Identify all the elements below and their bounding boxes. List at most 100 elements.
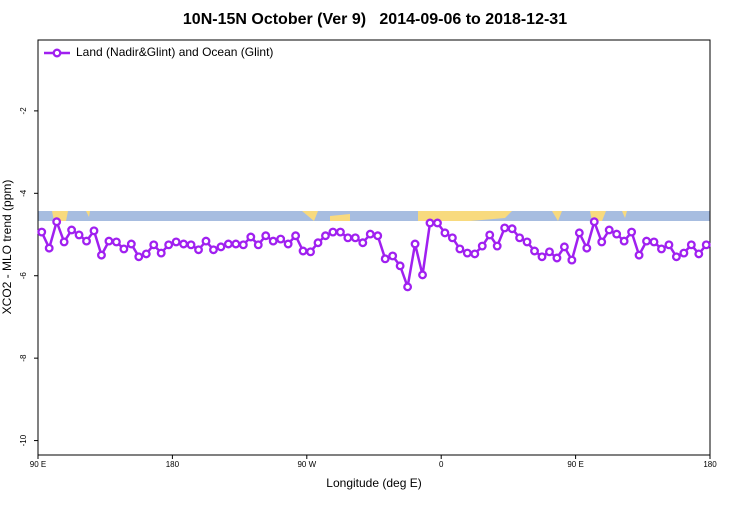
point <box>97 250 106 260</box>
y-tick-label: -8 <box>19 354 28 362</box>
point <box>597 237 607 247</box>
point <box>231 239 241 249</box>
point <box>59 237 69 247</box>
point <box>89 226 99 236</box>
point <box>582 243 592 253</box>
point <box>559 242 569 252</box>
point <box>253 240 263 250</box>
point <box>462 248 472 258</box>
point <box>403 282 413 292</box>
point <box>44 243 54 253</box>
point <box>657 244 666 254</box>
point <box>261 231 271 241</box>
point <box>179 239 189 249</box>
point <box>433 218 442 228</box>
point <box>470 249 480 259</box>
point <box>126 239 136 249</box>
point <box>537 252 547 262</box>
point <box>164 240 174 250</box>
y-tick-label: -2 <box>19 107 28 115</box>
point <box>679 248 689 258</box>
point <box>604 225 614 235</box>
point <box>649 237 659 247</box>
point <box>373 231 383 241</box>
point <box>321 231 330 241</box>
point <box>388 251 398 261</box>
x-tick-label: 90 E <box>567 460 583 469</box>
point <box>149 240 159 250</box>
point <box>447 233 457 243</box>
point <box>141 249 151 259</box>
x-axis-label: Longitude (deg E) <box>326 476 421 490</box>
y-tick-label: -4 <box>19 189 28 197</box>
point <box>477 241 487 251</box>
point <box>216 242 226 252</box>
point <box>82 236 91 246</box>
point <box>306 247 315 257</box>
point <box>238 240 248 250</box>
point <box>552 253 562 263</box>
point <box>186 240 196 250</box>
point <box>507 224 517 234</box>
point <box>52 217 62 227</box>
x-tick-label: 180 <box>166 460 180 469</box>
point <box>104 236 114 246</box>
point <box>268 236 278 246</box>
land-ocean-strip <box>38 211 710 221</box>
point <box>365 229 375 239</box>
point <box>642 236 651 246</box>
point <box>574 228 584 238</box>
point <box>246 232 256 242</box>
point <box>515 233 525 243</box>
plot-frame <box>37 39 711 456</box>
point <box>119 244 129 254</box>
point <box>283 239 293 249</box>
point <box>545 247 554 257</box>
point <box>440 228 450 238</box>
point <box>671 252 681 262</box>
point <box>201 236 211 246</box>
chart-title: 10N-15N October (Ver 9) 2014-09-06 to 20… <box>183 11 567 28</box>
point <box>37 227 47 237</box>
legend-marker <box>52 48 62 58</box>
y-axis-label: XCO2 - MLO trend (ppm) <box>0 180 14 315</box>
point <box>276 234 286 244</box>
point <box>589 217 599 227</box>
point <box>686 240 696 250</box>
point <box>350 233 360 243</box>
point <box>335 227 345 237</box>
x-tick-label: 180 <box>703 460 717 469</box>
legend-label: Land (Nadir&Glint) and Ocean (Glint) <box>76 45 273 59</box>
point <box>223 239 233 249</box>
point <box>209 245 218 255</box>
point <box>485 230 495 240</box>
y-tick-label: -6 <box>19 272 28 280</box>
point <box>358 238 368 248</box>
point <box>328 227 338 237</box>
point <box>343 233 353 243</box>
point <box>291 231 301 241</box>
point <box>664 240 674 250</box>
point <box>425 218 435 228</box>
point <box>455 244 465 254</box>
point <box>134 252 144 262</box>
point <box>500 223 510 233</box>
point <box>395 261 405 271</box>
point <box>627 227 637 237</box>
point <box>522 237 532 247</box>
x-tick-label: 0 <box>439 460 444 469</box>
point <box>694 249 704 259</box>
point <box>74 230 84 240</box>
point <box>567 255 577 265</box>
point <box>380 254 390 264</box>
point <box>171 237 181 247</box>
point <box>111 237 121 247</box>
point <box>701 240 711 250</box>
point <box>418 270 427 280</box>
y-tick-label: -10 <box>19 434 28 446</box>
x-tick-label: 90 E <box>30 460 46 469</box>
point <box>612 229 622 239</box>
point <box>492 241 502 251</box>
point <box>530 246 539 256</box>
